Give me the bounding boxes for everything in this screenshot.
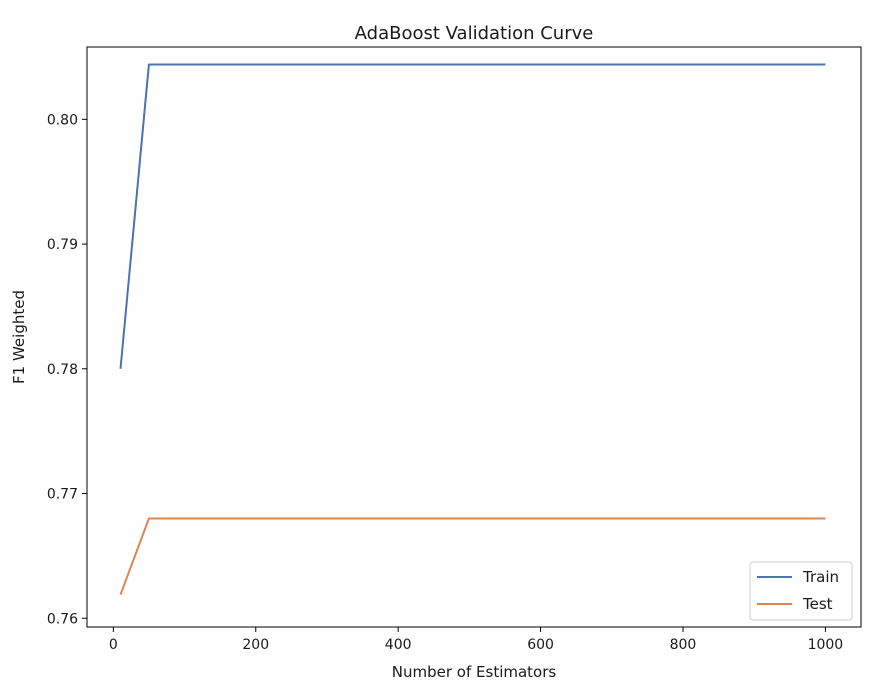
legend-label-train: Train bbox=[802, 568, 839, 586]
x-axis-label: Number of Estimators bbox=[392, 663, 557, 681]
legend: Train Test bbox=[749, 561, 853, 621]
y-tick-label: 0.78 bbox=[47, 362, 78, 378]
x-axis: 0 200 400 600 800 1000 bbox=[109, 627, 843, 653]
x-tick-label: 600 bbox=[527, 637, 554, 653]
x-tick-label: 0 bbox=[109, 637, 118, 653]
y-axis-label: F1 Weighted bbox=[10, 290, 28, 384]
chart-title: AdaBoost Validation Curve bbox=[355, 23, 594, 44]
y-tick-label: 0.76 bbox=[47, 611, 78, 627]
series-lines bbox=[119, 63, 826, 595]
legend-label-test: Test bbox=[802, 595, 833, 613]
series-line-train bbox=[119, 63, 826, 369]
y-tick-label: 0.77 bbox=[47, 487, 78, 503]
x-tick-label: 800 bbox=[670, 637, 697, 653]
x-tick-label: 1000 bbox=[808, 637, 844, 653]
y-tick-label: 0.79 bbox=[47, 237, 78, 253]
x-tick-label: 200 bbox=[242, 637, 269, 653]
y-tick-label: 0.80 bbox=[47, 112, 78, 128]
plot-area bbox=[86, 46, 862, 628]
y-axis: 0.76 0.77 0.78 0.79 0.80 bbox=[47, 112, 87, 627]
x-tick-label: 400 bbox=[385, 637, 412, 653]
series-line-test bbox=[119, 517, 826, 595]
